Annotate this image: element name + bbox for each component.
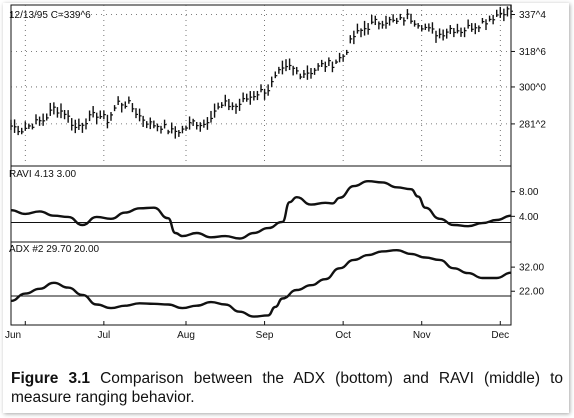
x-month-label: Jun [5, 330, 21, 341]
x-month-label: Oct [335, 330, 351, 341]
price-y-tick-label: 318^6 [519, 47, 546, 58]
x-month-label: Jul [97, 330, 110, 341]
caption-label: Figure 3.1 [11, 370, 90, 387]
x-month-label: Aug [177, 330, 195, 341]
price-y-tick-label: 300^0 [519, 82, 546, 93]
x-month-label: Nov [413, 330, 431, 341]
ravi-y-tick-label: 8.00 [519, 187, 539, 198]
price-y-tick-label: 337^4 [519, 10, 546, 21]
adx-panel-header: ADX #2 29.70 20.00 [9, 244, 100, 255]
x-month-label: Sep [256, 330, 274, 341]
caption-text: Comparison between the ADX (bottom) and … [11, 370, 564, 406]
adx-series-line [10, 249, 512, 318]
chart-area: 337^4 318^6 300^0 281^2 8.00 4.00 32.00 22.00 Ju… [5, 4, 546, 341]
reference-lines [11, 222, 511, 297]
figure-caption: Figure 3.1 Comparison between the ADX (b… [11, 369, 563, 407]
adx-y-tick-label: 32.00 [519, 263, 544, 274]
ravi-y-tick-label: 4.00 [519, 212, 539, 223]
ravi-panel-header: RAVI 4.13 3.00 [9, 169, 77, 180]
ravi-series-line [10, 180, 512, 240]
chart-frame [10, 4, 512, 326]
price-y-tick-label: 281^2 [519, 119, 546, 130]
plot-frames [10, 4, 512, 326]
x-month-label: Dec [491, 330, 509, 341]
series-group [10, 4, 513, 318]
figure: 337^4 318^6 300^0 281^2 8.00 4.00 32.00 22.00 Ju… [3, 3, 569, 413]
price-panel-header: 12/13/95 C=339^6 [9, 10, 91, 21]
adx-y-tick-label: 22.00 [519, 287, 544, 298]
tick-labels: 337^4 318^6 300^0 281^2 8.00 4.00 32.00 22.00 Ju… [5, 10, 546, 341]
